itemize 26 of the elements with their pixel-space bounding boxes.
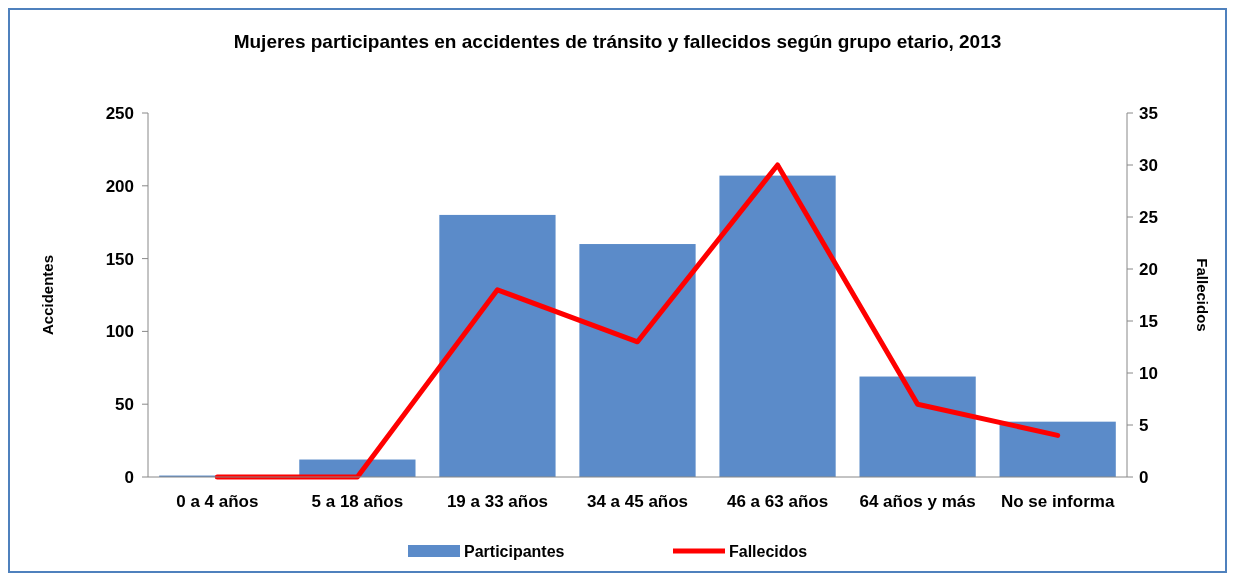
y2-tick-label: 35	[1139, 103, 1158, 123]
x-tick-label: 0 a 4 años	[176, 492, 259, 511]
y2-tick-label: 25	[1139, 207, 1158, 227]
chart-title: Mujeres participantes en accidentes de tránsito y fallecidos según grupo etario, 2013	[233, 31, 1002, 52]
y-tick-label: 50	[115, 395, 134, 415]
y-tick-label: 0	[124, 467, 134, 487]
legend-label: Participantes	[464, 542, 565, 560]
y-tick-label: 150	[105, 249, 134, 269]
x-tick-label: 64 años y más	[859, 492, 976, 511]
x-tick-label: 19 a 33 años	[446, 492, 549, 511]
x-tick-label: No se informa	[1000, 492, 1115, 511]
y-tick-label: 200	[105, 176, 134, 196]
y-tick-label: 250	[105, 103, 134, 123]
x-tick-label: 46 a 63 años	[726, 492, 829, 511]
y-tick-label: 100	[105, 322, 134, 342]
y2-tick-label: 0	[1139, 467, 1149, 487]
y2-tick-label: 10	[1139, 363, 1158, 383]
y-axis-title: Accidentes	[39, 254, 56, 336]
y2-tick-label: 15	[1139, 311, 1158, 331]
x-tick-label: 34 a 45 años	[586, 492, 689, 511]
y2-tick-label: 20	[1139, 259, 1158, 279]
x-tick-label: 5 a 18 años	[311, 492, 404, 511]
legend-label: Fallecidos	[729, 542, 808, 560]
y2-axis-title: Fallecidos	[1194, 258, 1211, 332]
y2-tick-label: 30	[1139, 155, 1158, 175]
y2-tick-label: 5	[1139, 415, 1149, 435]
